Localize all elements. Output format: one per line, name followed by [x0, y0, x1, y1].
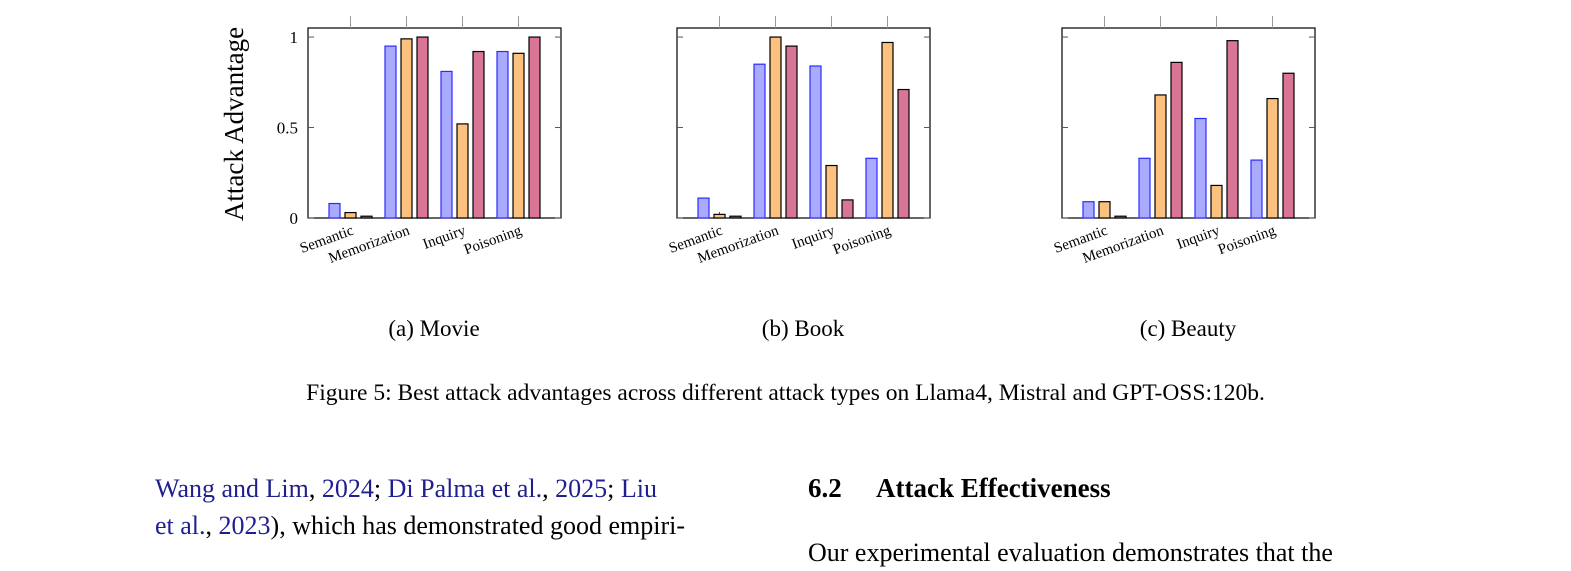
bar: [897, 88, 910, 219]
section-title: Attack Effectiveness: [876, 473, 1111, 503]
subcaption-movie: (a) Movie: [388, 316, 479, 341]
bar: [1170, 61, 1183, 219]
bar: [1194, 117, 1207, 219]
bar: [1210, 184, 1223, 219]
bar: [416, 36, 429, 219]
x-tick-label: Inquiry: [1175, 223, 1222, 253]
bar: [1226, 40, 1239, 219]
bar: [1138, 157, 1151, 219]
bar: [1282, 72, 1295, 219]
plot-frame: [307, 27, 562, 219]
x-tick-label: Poisoning: [831, 223, 893, 259]
citation-year-link[interactable]: 2023: [218, 511, 271, 540]
bar: [1114, 215, 1127, 219]
citation-link[interactable]: et al.: [155, 511, 206, 540]
bar: [841, 199, 854, 219]
section-number: 6.2: [808, 473, 842, 503]
bar: [472, 50, 485, 219]
body-paragraph-right: Our experimental evaluation demonstrates…: [808, 538, 1333, 567]
bar: [440, 70, 453, 219]
bar: [456, 123, 469, 219]
bar: [697, 197, 710, 219]
subcaption-book: (b) Book: [762, 316, 845, 341]
x-tick-label: Inquiry: [790, 223, 837, 253]
bar: [1098, 201, 1111, 219]
bar: [769, 36, 782, 219]
bar: [512, 52, 525, 219]
citation-link[interactable]: Wang and Lim: [155, 474, 309, 503]
bar: [1082, 201, 1095, 219]
citation-year-link[interactable]: 2025: [555, 474, 608, 503]
bar: [753, 63, 766, 219]
bar: [384, 45, 397, 219]
bar: [809, 65, 822, 219]
bar: [785, 45, 798, 219]
body-paragraph-left: Wang and Lim, 2024; Di Palma et al., 202…: [155, 474, 685, 540]
citation-year-link[interactable]: 2024: [321, 474, 374, 503]
body-text: ), which has demonstrated good empiri-: [270, 511, 685, 540]
bar: [400, 38, 413, 219]
section-heading: 6.2 Attack Effectiveness: [808, 470, 1111, 507]
bar: [729, 215, 742, 219]
bar: [1250, 159, 1263, 219]
y-tick-label: 0.5: [277, 119, 298, 138]
bar: [1266, 97, 1279, 219]
bar: [344, 211, 357, 219]
citation-link[interactable]: Liu: [620, 474, 657, 503]
x-tick-label: Poisoning: [462, 223, 524, 259]
plot-frame: [676, 27, 931, 219]
bar: [713, 213, 726, 219]
figure-5: Attack Advantage 0 0.5 1 SemanticMemorizati…: [219, 16, 1316, 341]
x-tick-label: Poisoning: [1216, 223, 1278, 259]
bar: [528, 36, 541, 219]
bar: [360, 215, 373, 219]
y-tick-label: 1: [290, 28, 299, 47]
subcaption-beauty: (c) Beauty: [1140, 316, 1237, 341]
bar: [881, 41, 894, 219]
y-axis-label: Attack Advantage: [219, 27, 249, 221]
bar: [328, 202, 341, 219]
y-tick-label: 0: [290, 209, 299, 228]
bar: [1154, 94, 1167, 219]
x-tick-label: Inquiry: [421, 223, 468, 253]
bar: [865, 157, 878, 219]
bar: [825, 164, 838, 219]
plot-frame: [1061, 27, 1316, 219]
bar: [496, 50, 509, 219]
figure-caption: Figure 5: Best attack advantages across …: [306, 380, 1265, 406]
citation-link[interactable]: Di Palma et al.: [387, 474, 543, 503]
